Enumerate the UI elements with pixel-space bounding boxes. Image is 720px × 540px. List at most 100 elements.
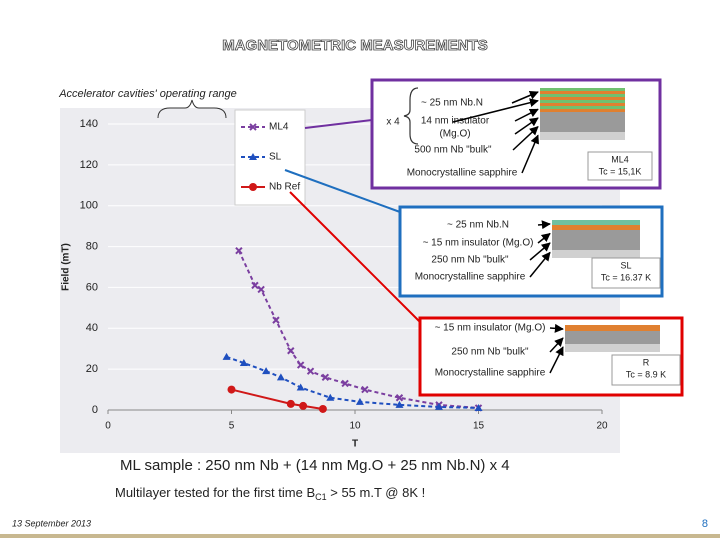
marker bbox=[434, 402, 443, 410]
sample-tc: Tc = 15,1K bbox=[599, 166, 642, 176]
link-line bbox=[289, 191, 421, 323]
marker bbox=[474, 403, 483, 411]
layer bbox=[540, 106, 625, 109]
marker bbox=[227, 385, 236, 394]
marker bbox=[341, 379, 349, 388]
y-tick-label: 100 bbox=[80, 200, 98, 212]
marker bbox=[222, 352, 231, 360]
marker bbox=[318, 404, 327, 413]
y-axis-label: Field (mT) bbox=[61, 243, 72, 291]
layer-label: 500 nm Nb "bulk" bbox=[414, 145, 492, 156]
x-tick-label: 20 bbox=[596, 421, 608, 432]
y-tick-label: 60 bbox=[86, 281, 98, 293]
marker bbox=[361, 385, 369, 394]
pointer bbox=[529, 242, 551, 261]
layer-label: ~ 25 nm Nb.N bbox=[447, 220, 509, 231]
pointer bbox=[512, 126, 539, 151]
marker bbox=[276, 373, 285, 381]
pointer bbox=[521, 134, 539, 174]
layer bbox=[540, 112, 625, 132]
marker bbox=[299, 401, 308, 410]
legend-box bbox=[234, 109, 306, 206]
x-tick-label: 15 bbox=[473, 421, 485, 432]
series-line bbox=[231, 388, 324, 410]
layer bbox=[540, 94, 625, 97]
marker bbox=[286, 399, 295, 408]
pointer bbox=[549, 346, 564, 374]
y-tick-label: 40 bbox=[86, 322, 98, 334]
marker bbox=[249, 153, 257, 160]
y-tick-label: 0 bbox=[92, 404, 98, 416]
layer bbox=[540, 103, 625, 106]
note: Multilayer tested for the first time BC1… bbox=[115, 485, 425, 502]
y-tick-label: 80 bbox=[86, 240, 98, 252]
layer-label: ~ 15 nm insulator (Mg.O) bbox=[435, 323, 546, 334]
sample-label: R bbox=[643, 357, 650, 367]
sample-label-box bbox=[591, 257, 661, 289]
marker bbox=[355, 397, 364, 405]
legend-label: Nb Ref bbox=[269, 182, 300, 193]
marker bbox=[262, 367, 271, 375]
marker bbox=[249, 183, 257, 191]
sample-label-box bbox=[587, 151, 653, 181]
y-tick-label: 20 bbox=[86, 363, 98, 375]
pointer bbox=[452, 98, 539, 123]
brace bbox=[403, 87, 419, 145]
pointer bbox=[549, 337, 564, 353]
marker bbox=[251, 281, 259, 290]
layer bbox=[552, 250, 640, 258]
layer bbox=[552, 230, 640, 250]
page-number: 8 bbox=[702, 518, 708, 530]
layer-label: (Mg.O) bbox=[439, 129, 470, 140]
date: 13 September 2013 bbox=[12, 518, 91, 528]
layer bbox=[552, 220, 640, 225]
layer-label: Monocrystalline sapphire bbox=[435, 368, 546, 379]
pointer bbox=[514, 117, 539, 135]
layer-label: ~ 15 nm insulator (Mg.O) bbox=[423, 238, 534, 249]
layer bbox=[540, 132, 625, 140]
marker bbox=[321, 373, 330, 382]
sample-label-box bbox=[611, 354, 681, 386]
marker bbox=[395, 394, 404, 402]
pointer bbox=[511, 91, 539, 104]
marker bbox=[239, 359, 248, 367]
layer bbox=[540, 91, 625, 94]
layer bbox=[540, 100, 625, 103]
sample-label: ML4 bbox=[611, 154, 629, 164]
brace bbox=[157, 99, 227, 119]
layer-label: Monocrystalline sapphire bbox=[415, 272, 526, 283]
pointer bbox=[537, 232, 551, 244]
layer-label: Monocrystalline sapphire bbox=[407, 168, 518, 179]
y-tick-label: 140 bbox=[80, 118, 98, 130]
sample-tc: Tc = 8.9 K bbox=[626, 369, 666, 379]
sample-text: ML sample : 250 nm Nb + (14 nm Mg.O + 25… bbox=[120, 457, 510, 474]
marker bbox=[306, 367, 315, 375]
layer-label: ~ 25 nm Nb.N bbox=[421, 98, 483, 109]
layer bbox=[565, 325, 660, 331]
annotation: Accelerator cavities' operating range bbox=[58, 88, 237, 100]
marker bbox=[296, 383, 305, 391]
sample-label: SL bbox=[620, 260, 631, 270]
marker bbox=[249, 123, 257, 131]
x-tick-label: 5 bbox=[229, 421, 235, 432]
marker bbox=[235, 246, 243, 255]
slide-title: MAGNETOMETRIC MEASUREMENTS bbox=[222, 37, 488, 54]
layer bbox=[540, 97, 625, 100]
layer bbox=[540, 109, 625, 112]
marker bbox=[395, 400, 404, 408]
layer bbox=[540, 88, 625, 91]
y-tick-label: 120 bbox=[80, 159, 98, 171]
layer bbox=[552, 225, 640, 230]
pointer bbox=[514, 108, 539, 122]
pointer bbox=[537, 220, 551, 230]
legend-label: ML4 bbox=[269, 122, 289, 133]
link-line bbox=[284, 169, 401, 213]
marker bbox=[296, 361, 305, 369]
legend-label: SL bbox=[269, 152, 282, 163]
x-axis-label: T bbox=[352, 439, 358, 450]
x-tick-label: 0 bbox=[105, 421, 111, 432]
link-line bbox=[304, 119, 373, 129]
marker bbox=[287, 347, 295, 355]
x-tick-label: 10 bbox=[349, 421, 361, 432]
